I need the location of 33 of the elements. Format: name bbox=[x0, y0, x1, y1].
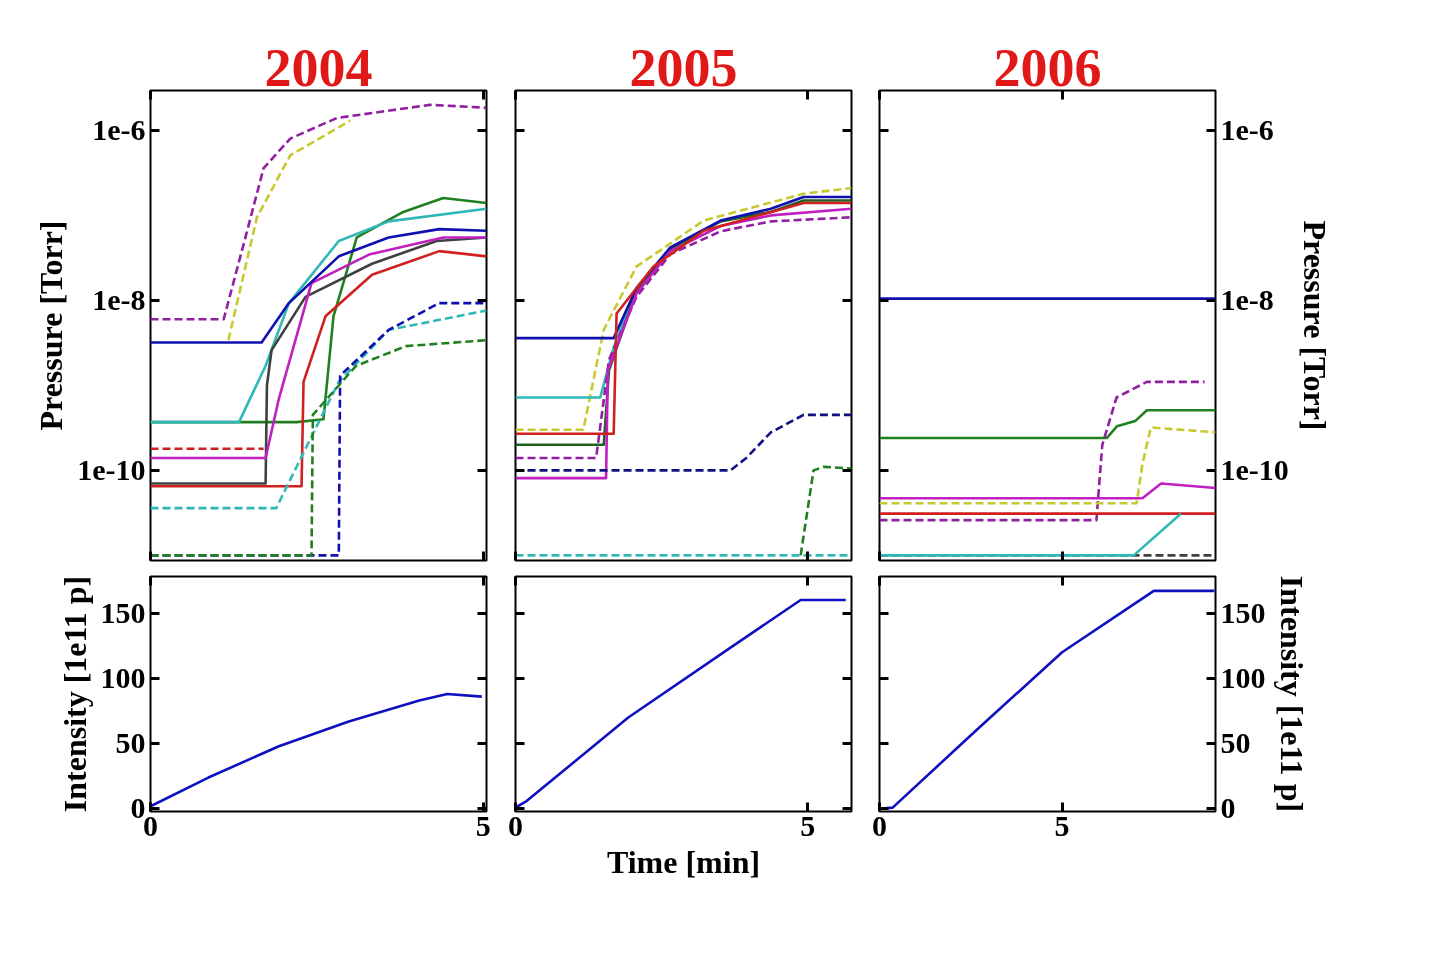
chart-title: 2005 bbox=[629, 37, 738, 98]
y-tick-label: 150 bbox=[100, 595, 146, 629]
y-tick-label: 50 bbox=[115, 726, 146, 760]
y-axis-title: Intensity [1e11 p] bbox=[56, 575, 93, 813]
y-tick-label: 1e-10 bbox=[77, 452, 146, 486]
line-series bbox=[150, 227, 487, 344]
y2-tick-label: 1e-10 bbox=[1220, 452, 1289, 486]
y2-axis-title: Intensity [1e11 p] bbox=[1273, 575, 1310, 813]
x-tick-label: 0 bbox=[872, 808, 887, 842]
y-tick-label: 100 bbox=[100, 660, 146, 694]
y-tick-label: 1e-8 bbox=[92, 282, 146, 316]
line-series bbox=[879, 426, 1216, 505]
x-axis-title: Time [min] bbox=[606, 843, 761, 880]
line-series bbox=[150, 692, 484, 808]
chart-title: 2006 bbox=[993, 37, 1102, 98]
x-tick-label: 5 bbox=[800, 808, 816, 842]
y2-tick-label: 1e-8 bbox=[1220, 282, 1274, 316]
line-series bbox=[227, 119, 352, 342]
y2-tick-label: 1e-6 bbox=[1220, 112, 1274, 146]
x-tick-label: 5 bbox=[475, 808, 491, 842]
y2-tick-label: 50 bbox=[1220, 726, 1251, 760]
line-series bbox=[150, 103, 487, 321]
chart-title: 2004 bbox=[264, 37, 373, 98]
y2-axis-title: Pressure [Torr] bbox=[1296, 220, 1333, 431]
y-axis-title: Pressure [Torr] bbox=[33, 220, 70, 431]
y2-tick-label: 100 bbox=[1220, 660, 1266, 694]
x-tick-label: 5 bbox=[1054, 808, 1070, 842]
y2-tick-label: 150 bbox=[1220, 595, 1266, 629]
x-tick-label: 0 bbox=[508, 808, 523, 842]
line-series bbox=[879, 408, 1216, 440]
line-series bbox=[150, 309, 487, 510]
y-tick-label: 1e-6 bbox=[92, 112, 146, 146]
line-series bbox=[879, 380, 1206, 522]
